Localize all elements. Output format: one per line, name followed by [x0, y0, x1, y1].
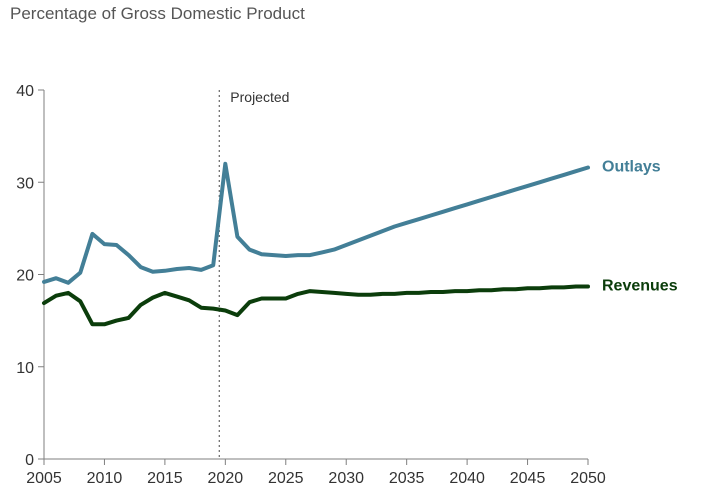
x-tick-label: 2040 [449, 470, 485, 487]
series-labels: Outlays Revenues [602, 158, 678, 294]
x-tick-label: 2005 [26, 470, 62, 487]
series-line-revenues [42, 284, 590, 327]
annotations: Projected [218, 89, 289, 459]
series-line-outlays [42, 161, 590, 285]
x-tick-label: 2050 [570, 470, 606, 487]
x-tick-label: 2025 [268, 470, 304, 487]
y-tick-label: 0 [25, 452, 34, 469]
x-tick-label: 2020 [208, 470, 244, 487]
y-tick-label: 30 [16, 175, 34, 192]
projected-label: Projected [230, 89, 289, 105]
x-tick-label: 2045 [510, 470, 546, 487]
series-label-revenues: Revenues [602, 277, 678, 294]
series-lines [42, 161, 590, 327]
y-tick-label: 40 [16, 83, 34, 100]
y-tick-label: 20 [16, 268, 34, 285]
x-tick-label: 2035 [389, 470, 425, 487]
x-tick-label: 2015 [147, 470, 183, 487]
x-tick-label: 2030 [328, 470, 364, 487]
chart-title: Percentage of Gross Domestic Product [10, 4, 305, 23]
y-tick-label: 10 [16, 360, 34, 377]
x-tick-label: 2010 [87, 470, 123, 487]
series-label-outlays: Outlays [602, 158, 661, 175]
